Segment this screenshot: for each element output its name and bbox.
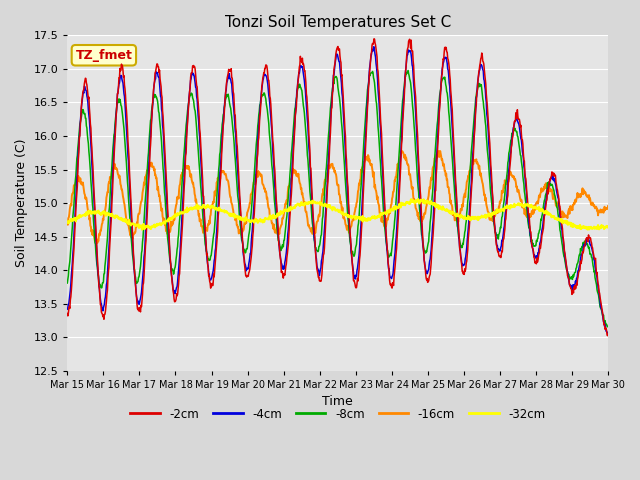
Line: -4cm: -4cm [67, 47, 608, 335]
-16cm [604, 203, 612, 209]
-32cm [63, 219, 71, 225]
-8cm [63, 280, 71, 286]
-8cm [455, 235, 463, 241]
Title: Tonzi Soil Temperatures Set C: Tonzi Soil Temperatures Set C [225, 15, 451, 30]
-8cm [264, 118, 272, 123]
Line: -2cm: -2cm [67, 39, 608, 336]
-8cm [134, 278, 142, 284]
-4cm [134, 300, 142, 306]
Legend: -2cm, -4cm, -8cm, -16cm, -32cm: -2cm, -4cm, -8cm, -16cm, -32cm [125, 403, 550, 425]
-32cm [343, 212, 351, 218]
-16cm [343, 227, 351, 233]
-8cm [342, 194, 350, 200]
-4cm [264, 87, 272, 93]
-2cm [455, 228, 463, 234]
-16cm [134, 211, 142, 217]
-2cm [604, 333, 611, 338]
-2cm [570, 290, 577, 296]
-8cm [570, 274, 577, 280]
-8cm [604, 324, 611, 330]
-2cm [63, 311, 71, 316]
Text: TZ_fmet: TZ_fmet [76, 49, 132, 62]
X-axis label: Time: Time [323, 396, 353, 408]
-32cm [456, 214, 463, 219]
-16cm [207, 206, 215, 212]
-2cm [370, 36, 378, 42]
Line: -16cm: -16cm [67, 151, 608, 243]
-32cm [265, 216, 273, 222]
-16cm [456, 214, 463, 220]
-16cm [265, 205, 273, 211]
-4cm [342, 168, 350, 173]
-16cm [63, 219, 71, 225]
-4cm [370, 44, 378, 49]
-8cm [604, 324, 612, 329]
-16cm [93, 240, 101, 246]
-4cm [570, 282, 577, 288]
-2cm [342, 157, 350, 163]
-8cm [404, 68, 412, 73]
-2cm [207, 285, 214, 291]
-32cm [138, 227, 146, 232]
-4cm [604, 332, 612, 337]
-32cm [604, 224, 612, 229]
-16cm [570, 200, 578, 206]
-4cm [455, 233, 463, 239]
-2cm [264, 77, 272, 83]
-2cm [134, 305, 142, 311]
-4cm [63, 306, 71, 312]
-8cm [207, 253, 214, 259]
-32cm [134, 223, 142, 228]
-32cm [570, 222, 578, 228]
-32cm [414, 196, 422, 202]
Line: -8cm: -8cm [67, 71, 608, 327]
Y-axis label: Soil Temperature (C): Soil Temperature (C) [15, 139, 28, 267]
-16cm [435, 148, 442, 154]
-32cm [207, 203, 215, 209]
Line: -32cm: -32cm [67, 199, 608, 229]
-4cm [207, 277, 214, 283]
-2cm [604, 331, 612, 337]
